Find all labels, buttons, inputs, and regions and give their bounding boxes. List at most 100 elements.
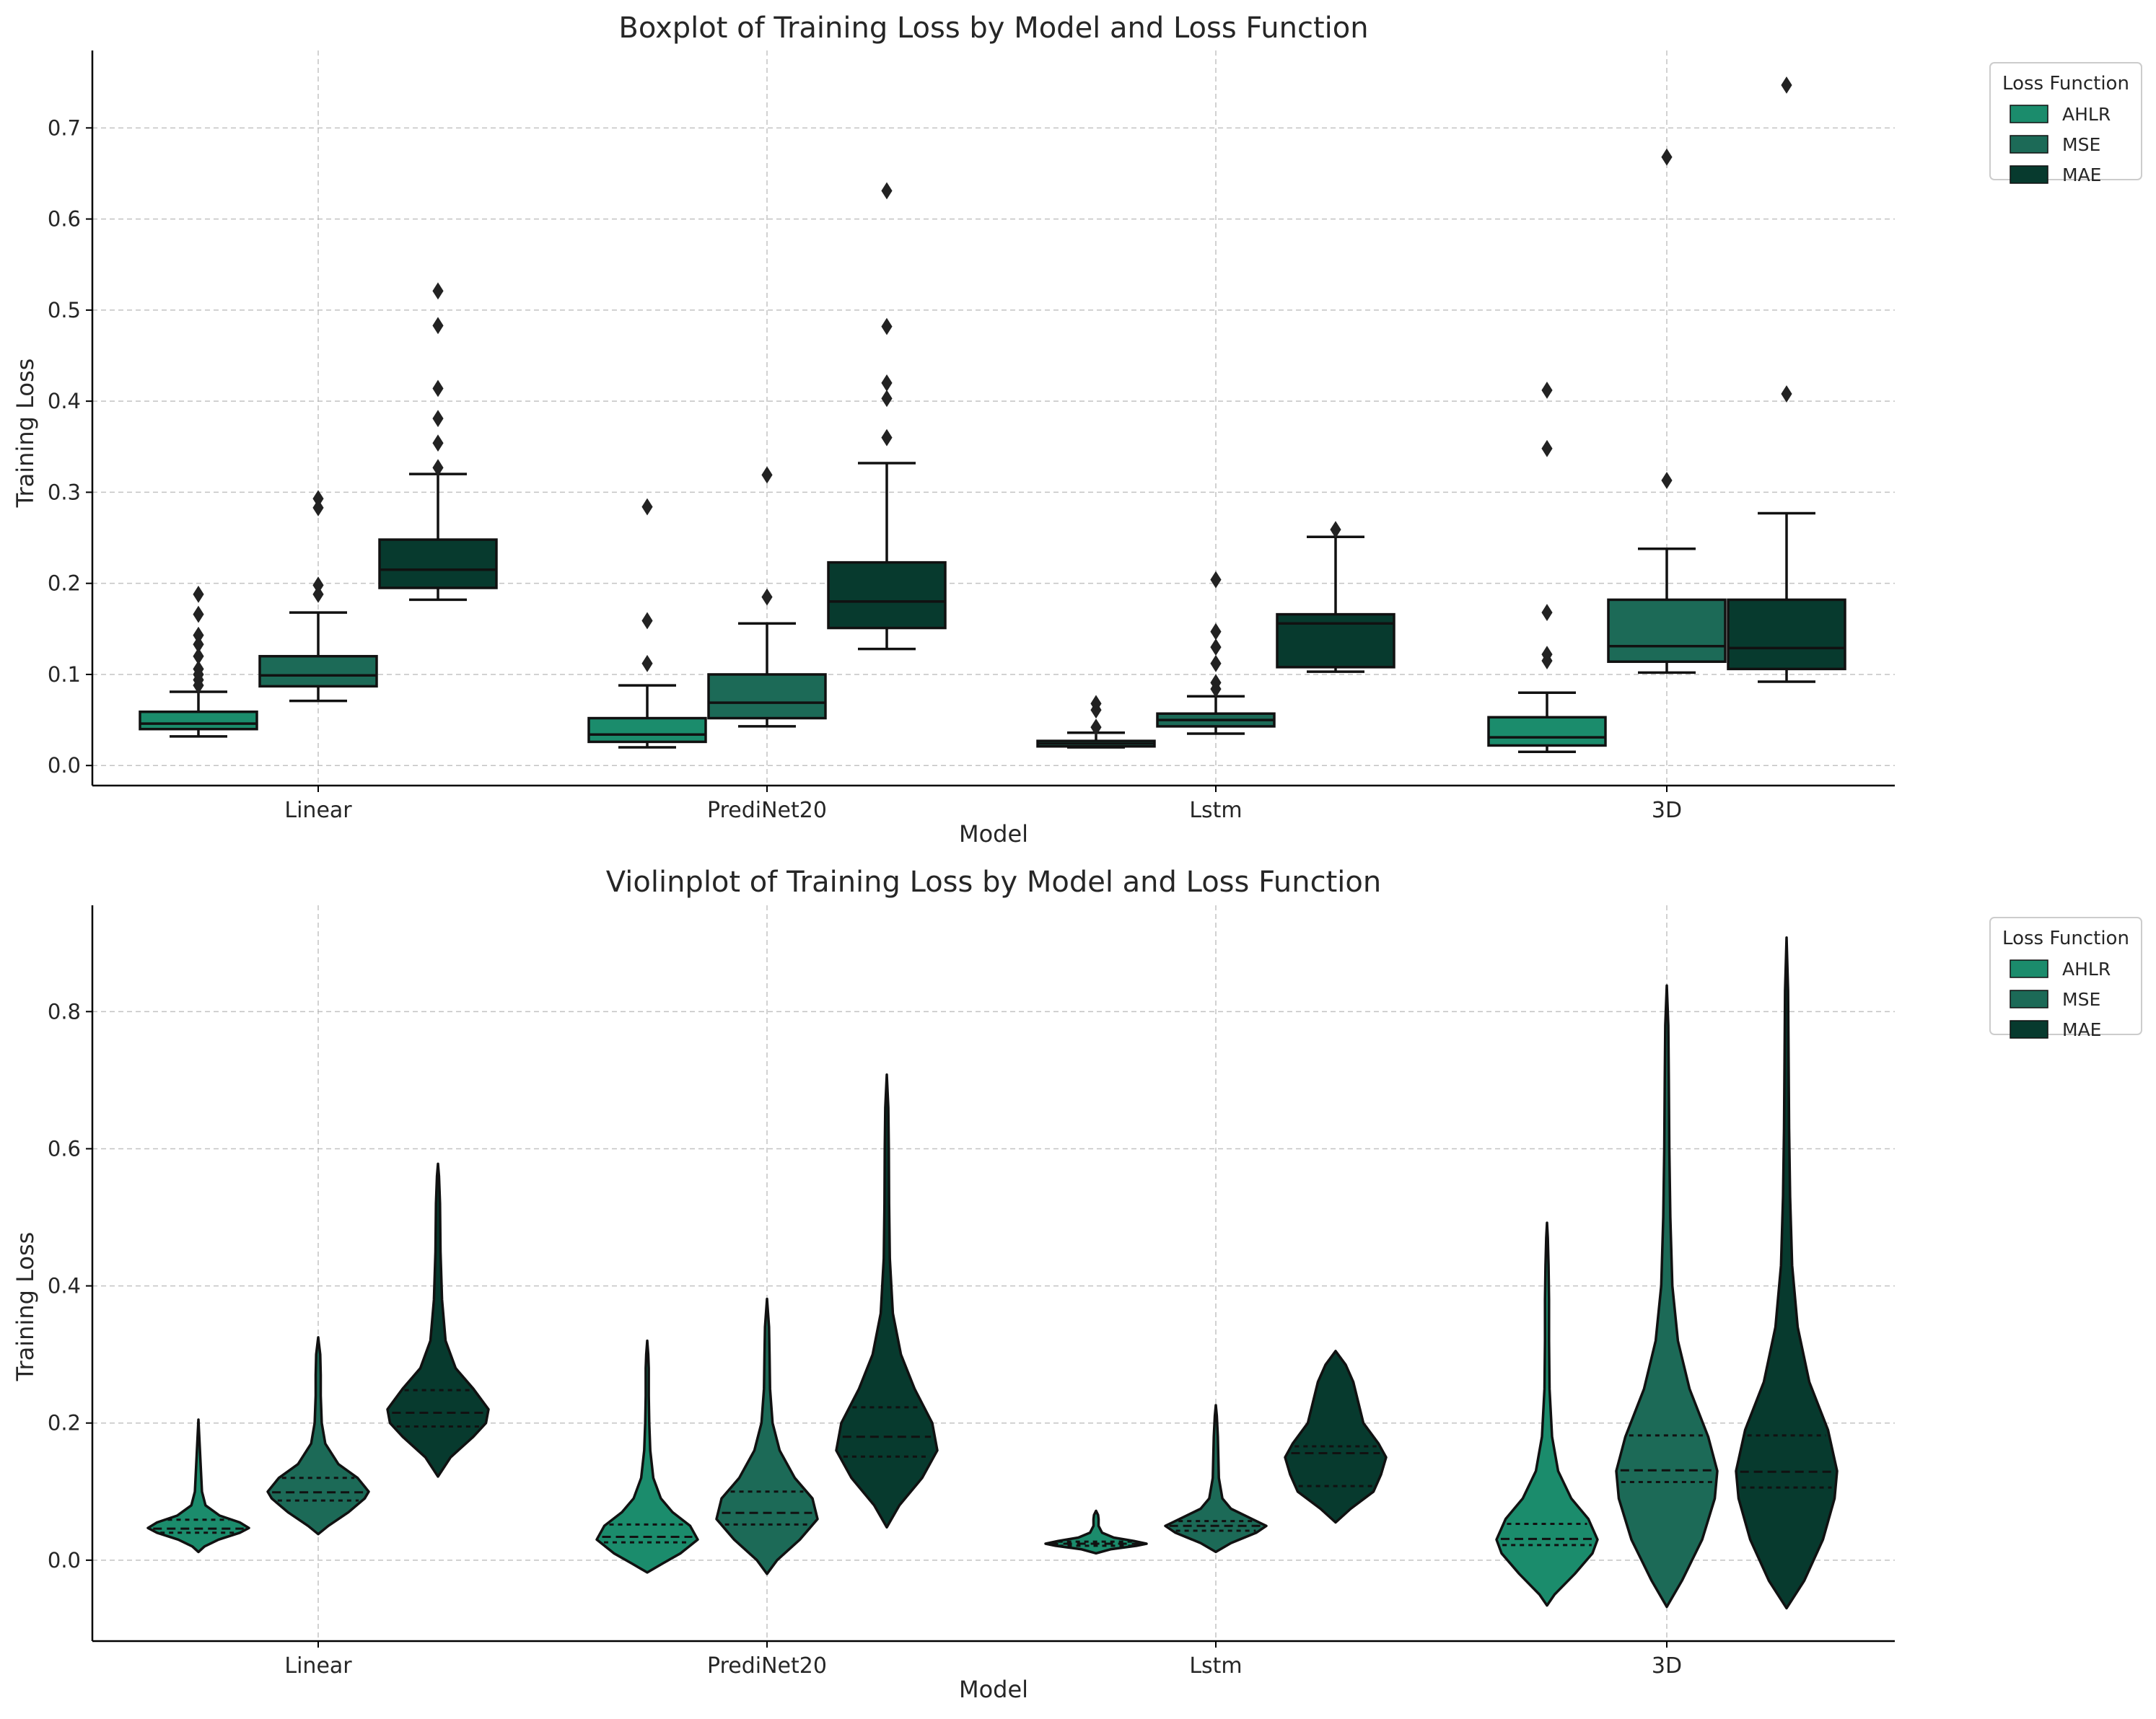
- boxplot-series-mse: [258, 148, 1727, 735]
- boxplot-x-axis-label: Model: [959, 820, 1028, 848]
- boxplot-x-tick-label-predinet20: PrediNet20: [707, 798, 827, 823]
- violinplot-y-tick-label-4: 0.8: [48, 999, 81, 1024]
- violin-body: [1044, 1509, 1148, 1555]
- boxplot-y-tick-label-3: 0.3: [48, 480, 81, 504]
- violin-ahlr-linear: [146, 1418, 250, 1554]
- violinplot-x-tick-label-linear: Linear: [284, 1653, 352, 1679]
- violin-mae-predinet20: [835, 1073, 939, 1529]
- legend-swatch-ahlr: [2010, 105, 2048, 123]
- iqr-box: [827, 560, 947, 630]
- violin-body: [595, 1339, 699, 1574]
- violinplot-y-tick-label-1: 0.2: [48, 1411, 81, 1436]
- violin-body: [266, 1336, 370, 1536]
- violinplot-title: Violinplot of Training Loss by Model and…: [606, 866, 1381, 899]
- box-mse-linear: [258, 490, 378, 703]
- outlier-point: [1090, 718, 1102, 737]
- outlier-point: [432, 459, 444, 477]
- outlier-point: [312, 585, 324, 603]
- iqr-box: [1487, 716, 1607, 747]
- box-mae-predinet20: [827, 182, 947, 651]
- violin-body: [386, 1162, 490, 1478]
- violin-body: [1284, 1350, 1388, 1524]
- iqr-box: [378, 538, 498, 589]
- violinplot-x-axis-label: Model: [959, 1676, 1028, 1703]
- outlier-point: [312, 576, 324, 594]
- violin-mse-predinet20: [715, 1297, 819, 1575]
- violin-mse-3d: [1615, 984, 1719, 1609]
- outlier-point: [1541, 646, 1553, 664]
- outlier-point: [1541, 382, 1553, 399]
- iqr-box: [707, 673, 827, 720]
- legend-title: Loss Function: [2002, 73, 2129, 94]
- legend-title: Loss Function: [2002, 928, 2129, 949]
- iqr-box: [587, 716, 707, 744]
- violin-body: [1495, 1221, 1599, 1607]
- boxplot-series-ahlr: [139, 382, 1607, 754]
- boxplot-y-tick-label-7: 0.7: [48, 115, 81, 140]
- outlier-point: [1210, 638, 1222, 656]
- outlier-point: [881, 317, 893, 335]
- iqr-box: [139, 710, 258, 731]
- violinplot-y-axis-label: Training Loss: [12, 1232, 39, 1382]
- outlier-point: [1781, 385, 1792, 403]
- outlier-point: [312, 498, 324, 516]
- outlier-point: [193, 585, 204, 603]
- violin-ahlr-3d: [1495, 1221, 1599, 1607]
- violin-body: [835, 1073, 939, 1529]
- legend-swatch-mae: [2010, 1020, 2048, 1039]
- outlier-point: [641, 654, 653, 672]
- violin-mse-linear: [266, 1336, 370, 1536]
- outlier-point: [881, 428, 893, 447]
- violinplot-legend: Loss Function AHLR MSE MAE: [1989, 917, 2142, 1040]
- violinplot-series-mae: [386, 936, 1839, 1610]
- box-ahlr-3d: [1487, 382, 1607, 754]
- violinplot-x-tick-label-predinet20: PrediNet20: [707, 1653, 827, 1679]
- outlier-point: [1210, 623, 1222, 641]
- violin-body: [1615, 984, 1719, 1609]
- violin-mae-3d: [1735, 936, 1839, 1610]
- violinplot-grid: [92, 905, 1895, 1641]
- violin-ahlr-predinet20: [595, 1339, 699, 1574]
- legend-swatch-ahlr: [2010, 959, 2048, 978]
- violin-body: [715, 1297, 819, 1575]
- boxplot-y-axis-label: Training Loss: [12, 359, 39, 509]
- legend-label-ahlr: AHLR: [2062, 104, 2111, 125]
- legend-swatch-mse: [2010, 135, 2048, 154]
- outlier-point: [1330, 521, 1341, 539]
- box-mse-lstm: [1156, 571, 1276, 735]
- outlier-point: [432, 379, 444, 397]
- iqr-box: [1727, 598, 1846, 671]
- outlier-point: [432, 282, 444, 300]
- violinplot-y-tick-label-3: 0.6: [48, 1136, 81, 1161]
- violin-body: [1735, 936, 1839, 1610]
- outlier-point: [193, 605, 204, 623]
- violin-ahlr-lstm: [1044, 1509, 1148, 1555]
- violinplot-x-tick-label-3d: 3D: [1652, 1653, 1682, 1679]
- outlier-point: [881, 390, 893, 408]
- outlier-point: [881, 182, 893, 200]
- legend-label-mae: MAE: [2062, 164, 2101, 185]
- violinplot-x-tick-label-lstm: Lstm: [1189, 1653, 1242, 1679]
- outlier-point: [641, 612, 653, 630]
- box-ahlr-lstm: [1036, 695, 1156, 749]
- outlier-point: [1210, 571, 1222, 589]
- outlier-point: [761, 466, 773, 484]
- box-mse-predinet20: [707, 466, 827, 728]
- outlier-point: [1090, 695, 1102, 713]
- box-mae-lstm: [1276, 521, 1395, 673]
- outlier-point: [432, 410, 444, 428]
- outlier-point: [1541, 439, 1553, 457]
- violin-mae-linear: [386, 1162, 490, 1478]
- box-mae-3d: [1727, 76, 1846, 683]
- box-mae-linear: [378, 282, 498, 602]
- boxplot-y-tick-label-4: 0.4: [48, 389, 81, 413]
- boxplot-series-mae: [378, 76, 1846, 683]
- violin-mae-lstm: [1284, 1350, 1388, 1524]
- outlier-point: [1210, 654, 1222, 672]
- legend-label-mae: MAE: [2062, 1019, 2101, 1040]
- legend-label-mse: MSE: [2062, 989, 2100, 1010]
- boxplot-y-tick-label-6: 0.6: [48, 207, 81, 232]
- boxplot-grid: [92, 50, 1895, 786]
